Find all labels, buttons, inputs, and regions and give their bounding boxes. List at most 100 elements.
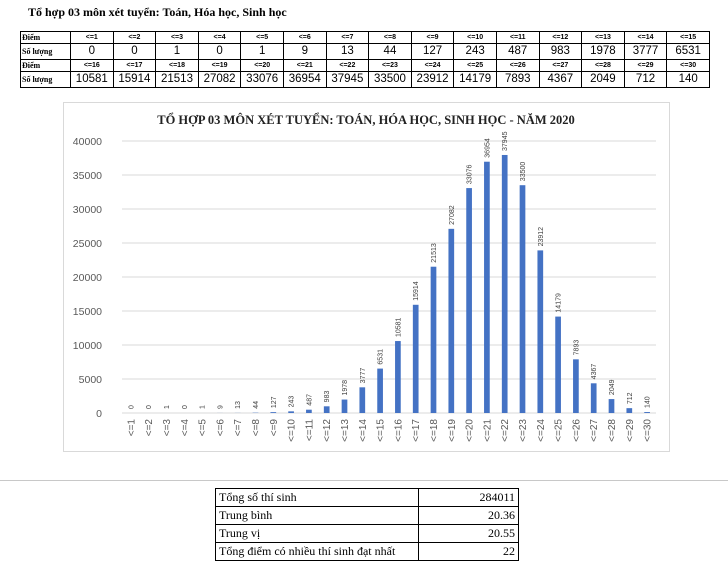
bar: [608, 399, 615, 413]
stats-label: Tổng điểm có nhiều thí sinh đạt nhất: [215, 542, 419, 561]
count-cell: 27082: [197, 71, 242, 88]
score-threshold-cell: <=5: [240, 31, 284, 44]
score-distribution-chart: TỔ HỢP 03 MÔN XÉT TUYỂN: TOÁN, HÓA HỌC, …: [63, 102, 670, 452]
data-label: 23912: [538, 227, 545, 247]
x-tick-label: <=23: [518, 419, 529, 442]
bar: [359, 387, 366, 413]
count-cell: 37945: [325, 71, 370, 88]
count-cell: 6531: [666, 43, 710, 60]
score-threshold-cell: <=14: [623, 31, 668, 44]
bar: [341, 399, 348, 413]
x-tick-label: <=11: [304, 419, 315, 441]
data-label: 1978: [342, 380, 349, 396]
bar: [484, 161, 490, 413]
chart-svg: TỔ HỢP 03 MÔN XÉT TUYỂN: TOÁN, HÓA HỌC, …: [73, 112, 656, 442]
x-tick-label: <=20: [465, 419, 476, 442]
count-row: Số lượng 10581 15914 21513 27082 33076 36954 37…: [20, 71, 710, 88]
x-tick-label: <=2: [144, 419, 155, 437]
data-label: 33500: [520, 162, 527, 182]
data-label: 15914: [413, 281, 420, 301]
count-cell: 127: [410, 43, 455, 60]
score-threshold-cell: <=17: [112, 59, 157, 72]
bar: [448, 228, 455, 413]
count-cell: 712: [623, 71, 668, 88]
stats-row: Tổng số thí sinh 284011: [215, 488, 519, 507]
x-tick-label: <=29: [625, 419, 636, 442]
count-cell: 1: [155, 43, 199, 60]
x-tick-label: <=21: [482, 419, 493, 442]
score-header-row: Điểm <=1 <=2 <=3 <=4 <=5 <=6 <=7 <=8 <=9 <=10 <=11 <…: [20, 31, 710, 44]
count-cell: 3777: [623, 43, 668, 60]
data-label: 13: [235, 401, 242, 409]
data-label: 14179: [556, 293, 563, 313]
data-label: 2049: [609, 379, 616, 395]
bar: [537, 250, 544, 413]
stats-label: Tổng số thí sinh: [215, 488, 419, 507]
bar: [501, 154, 508, 413]
data-label: 712: [627, 392, 634, 404]
score-threshold-cell: <=26: [495, 59, 540, 72]
count-cell: 23912: [410, 71, 455, 88]
y-tick-label: 25000: [73, 238, 102, 250]
score-threshold-cell: <=27: [538, 59, 583, 72]
score-threshold-cell: <=22: [325, 59, 370, 72]
score-threshold-cell: <=4: [197, 31, 242, 44]
x-tick-label: <=12: [322, 419, 333, 442]
data-label: 140: [645, 396, 652, 408]
score-threshold-cell: <=25: [453, 59, 497, 72]
x-tick-label: <=6: [215, 419, 226, 437]
bar: [626, 408, 633, 413]
score-threshold-cell: <=7: [325, 31, 370, 44]
score-threshold-cell: <=8: [368, 31, 412, 44]
count-cell: 33076: [240, 71, 284, 88]
x-tick-label: <=1: [126, 419, 137, 437]
stats-value: 20.55: [418, 524, 519, 543]
data-label: 3777: [360, 368, 367, 384]
stats-label: Trung bình: [215, 506, 419, 525]
data-label: 33076: [467, 165, 474, 185]
data-label: 36954: [484, 138, 491, 158]
data-label: 243: [289, 396, 296, 408]
bar: [306, 409, 312, 413]
bar: [323, 406, 330, 413]
y-tick-label: 15000: [73, 306, 102, 318]
bar: [377, 368, 383, 413]
count-cell: 15914: [112, 71, 157, 88]
score-threshold-cell: <=19: [197, 59, 242, 72]
count-cell: 14179: [453, 71, 497, 88]
score-threshold-cell: <=6: [282, 31, 327, 44]
data-label: 127: [271, 396, 278, 408]
x-tick-label: <=25: [554, 419, 565, 442]
data-label: 4367: [591, 364, 598, 380]
x-tick-label: <=10: [287, 419, 298, 442]
score-header-row: Điểm <=16 <=17 <=18 <=19 <=20 <=21 <=22 <=23 <=24…: [20, 59, 710, 72]
stats-value: 20.36: [418, 506, 519, 525]
bar: [270, 412, 277, 413]
x-tick-label: <=8: [251, 419, 262, 437]
score-threshold-cell: <=3: [155, 31, 199, 44]
x-tick-label: <=18: [429, 419, 440, 442]
data-label: 0: [128, 405, 135, 409]
bar: [590, 383, 597, 413]
chart-title: TỔ HỢP 03 MÔN XÉT TUYỂN: TOÁN, HÓA HỌC, …: [157, 112, 575, 127]
separator-line: [0, 480, 728, 481]
count-cell: 983: [538, 43, 583, 60]
count-cell: 10581: [70, 71, 114, 88]
count-cell: 21513: [155, 71, 199, 88]
score-threshold-cell: <=11: [495, 31, 540, 44]
count-cell: 487: [495, 43, 540, 60]
bar: [430, 266, 437, 413]
bar: [466, 188, 472, 413]
x-tick-label: <=19: [447, 419, 458, 442]
summary-stats-table: Tổng số thí sinh 284011 Trung bình 20.36 Tru…: [215, 488, 519, 561]
stats-value: 284011: [418, 488, 519, 507]
data-label: 7893: [573, 340, 580, 356]
count-cell: 2049: [581, 71, 625, 88]
count-cell: 243: [453, 43, 497, 60]
stats-row: Tổng điểm có nhiều thí sinh đạt nhất 22: [215, 542, 519, 561]
count-cell: 4367: [538, 71, 583, 88]
data-label: 10581: [395, 317, 402, 337]
score-threshold-cell: <=12: [538, 31, 583, 44]
data-label: 9: [217, 405, 224, 409]
score-threshold-cell: <=30: [666, 59, 710, 72]
